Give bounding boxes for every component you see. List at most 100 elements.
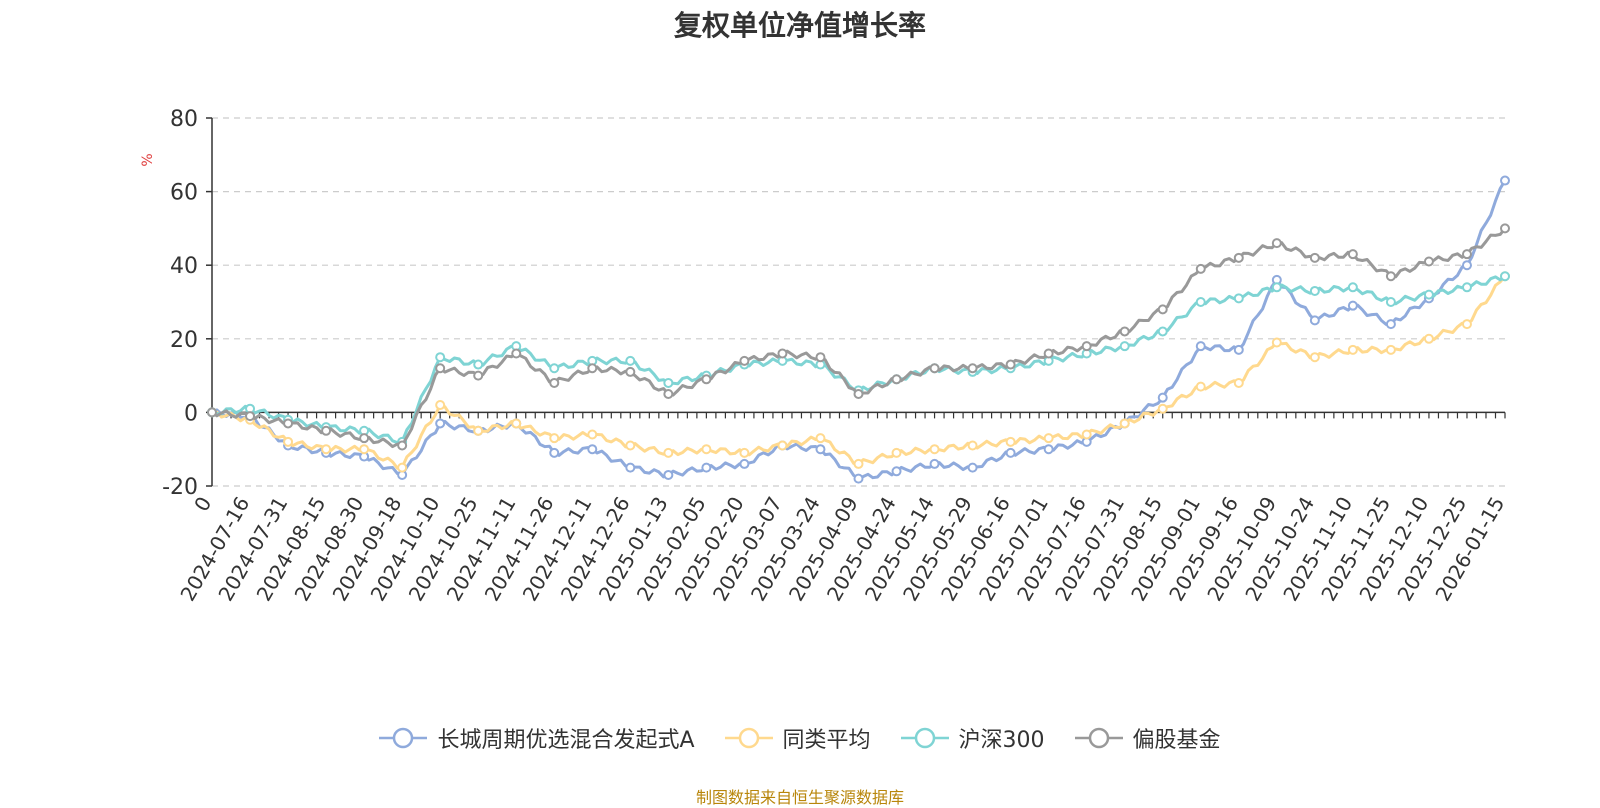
data-point[interactable] — [1119, 326, 1130, 337]
data-point[interactable] — [549, 377, 560, 388]
data-point[interactable] — [1461, 249, 1472, 260]
data-point[interactable] — [1005, 359, 1016, 370]
data-point[interactable] — [511, 348, 522, 359]
data-point[interactable] — [1233, 377, 1244, 388]
legend-item-0[interactable]: 长城周期优选混合发起式A — [379, 722, 695, 754]
data-point[interactable] — [1195, 341, 1206, 352]
data-point[interactable] — [625, 440, 636, 451]
data-point[interactable] — [473, 359, 484, 370]
data-point[interactable] — [701, 444, 712, 455]
data-point[interactable] — [435, 418, 446, 429]
data-point[interactable] — [1043, 348, 1054, 359]
data-point[interactable] — [397, 462, 408, 473]
data-point[interactable] — [435, 400, 446, 411]
data-point[interactable] — [1423, 256, 1434, 267]
data-point[interactable] — [435, 363, 446, 374]
data-point[interactable] — [1005, 447, 1016, 458]
data-point[interactable] — [1385, 344, 1396, 355]
data-point[interactable] — [815, 444, 826, 455]
data-point[interactable] — [1271, 238, 1282, 249]
data-point[interactable] — [663, 469, 674, 480]
data-point[interactable] — [473, 425, 484, 436]
data-point[interactable] — [967, 363, 978, 374]
data-point[interactable] — [853, 389, 864, 399]
data-point[interactable] — [815, 433, 826, 444]
data-point[interactable] — [1157, 326, 1168, 337]
data-point[interactable] — [283, 418, 294, 429]
data-point[interactable] — [549, 447, 560, 458]
data-point[interactable] — [283, 436, 294, 447]
data-point[interactable] — [1157, 403, 1168, 414]
data-point[interactable] — [1043, 444, 1054, 455]
data-point[interactable] — [777, 440, 788, 451]
data-point[interactable] — [1233, 252, 1244, 263]
data-point[interactable] — [1271, 282, 1282, 293]
data-point[interactable] — [1119, 418, 1130, 429]
data-point[interactable] — [1500, 175, 1510, 186]
data-point[interactable] — [1233, 344, 1244, 355]
data-point[interactable] — [1195, 381, 1206, 392]
data-point[interactable] — [701, 374, 712, 385]
data-point[interactable] — [853, 458, 864, 469]
data-point[interactable] — [625, 462, 636, 473]
data-point[interactable] — [359, 433, 370, 444]
data-point[interactable] — [587, 429, 598, 440]
data-point[interactable] — [587, 444, 598, 455]
data-point[interactable] — [625, 355, 636, 366]
data-point[interactable] — [929, 363, 940, 374]
data-point[interactable] — [1195, 263, 1206, 274]
data-point[interactable] — [1385, 271, 1396, 282]
data-point[interactable] — [1233, 293, 1244, 304]
data-point[interactable] — [739, 447, 750, 458]
data-point[interactable] — [1385, 297, 1396, 307]
data-point[interactable] — [1309, 285, 1320, 296]
data-point[interactable] — [1347, 282, 1358, 293]
data-point[interactable] — [1423, 289, 1434, 300]
data-point[interactable] — [245, 411, 256, 422]
data-point[interactable] — [1461, 282, 1472, 293]
data-point[interactable] — [1271, 337, 1282, 348]
data-point[interactable] — [891, 374, 902, 385]
data-point[interactable] — [207, 407, 217, 418]
data-point[interactable] — [1309, 252, 1320, 263]
data-point[interactable] — [1309, 315, 1320, 326]
data-point[interactable] — [853, 473, 864, 484]
legend-item-3[interactable]: 偏股基金 — [1074, 722, 1221, 754]
data-point[interactable] — [359, 444, 370, 455]
data-point[interactable] — [663, 377, 674, 388]
data-point[interactable] — [967, 440, 978, 451]
data-point[interactable] — [1043, 433, 1054, 444]
legend-item-1[interactable]: 同类平均 — [724, 722, 871, 754]
data-point[interactable] — [1500, 271, 1510, 282]
data-point[interactable] — [1081, 341, 1092, 352]
data-point[interactable] — [1347, 344, 1358, 355]
data-point[interactable] — [1081, 429, 1092, 440]
data-point[interactable] — [1347, 300, 1358, 311]
data-point[interactable] — [1461, 319, 1472, 330]
data-point[interactable] — [1157, 392, 1168, 403]
data-point[interactable] — [435, 352, 446, 363]
data-point[interactable] — [1385, 319, 1396, 330]
data-point[interactable] — [777, 348, 788, 359]
data-point[interactable] — [549, 433, 560, 444]
data-point[interactable] — [1347, 249, 1358, 260]
data-point[interactable] — [1309, 352, 1320, 363]
data-point[interactable] — [701, 462, 712, 473]
data-point[interactable] — [891, 447, 902, 458]
data-point[interactable] — [1005, 436, 1016, 447]
data-point[interactable] — [587, 363, 598, 374]
data-point[interactable] — [1195, 297, 1206, 307]
data-point[interactable] — [929, 458, 940, 469]
data-point[interactable] — [511, 418, 522, 429]
data-point[interactable] — [929, 444, 940, 455]
legend-item-2[interactable]: 沪深300 — [900, 722, 1045, 754]
data-point[interactable] — [739, 355, 750, 366]
data-point[interactable] — [815, 352, 826, 363]
data-point[interactable] — [549, 363, 560, 374]
data-point[interactable] — [891, 466, 902, 477]
data-point[interactable] — [625, 366, 636, 377]
data-point[interactable] — [1157, 304, 1168, 315]
data-point[interactable] — [397, 440, 408, 451]
data-point[interactable] — [663, 447, 674, 458]
data-point[interactable] — [321, 425, 332, 436]
